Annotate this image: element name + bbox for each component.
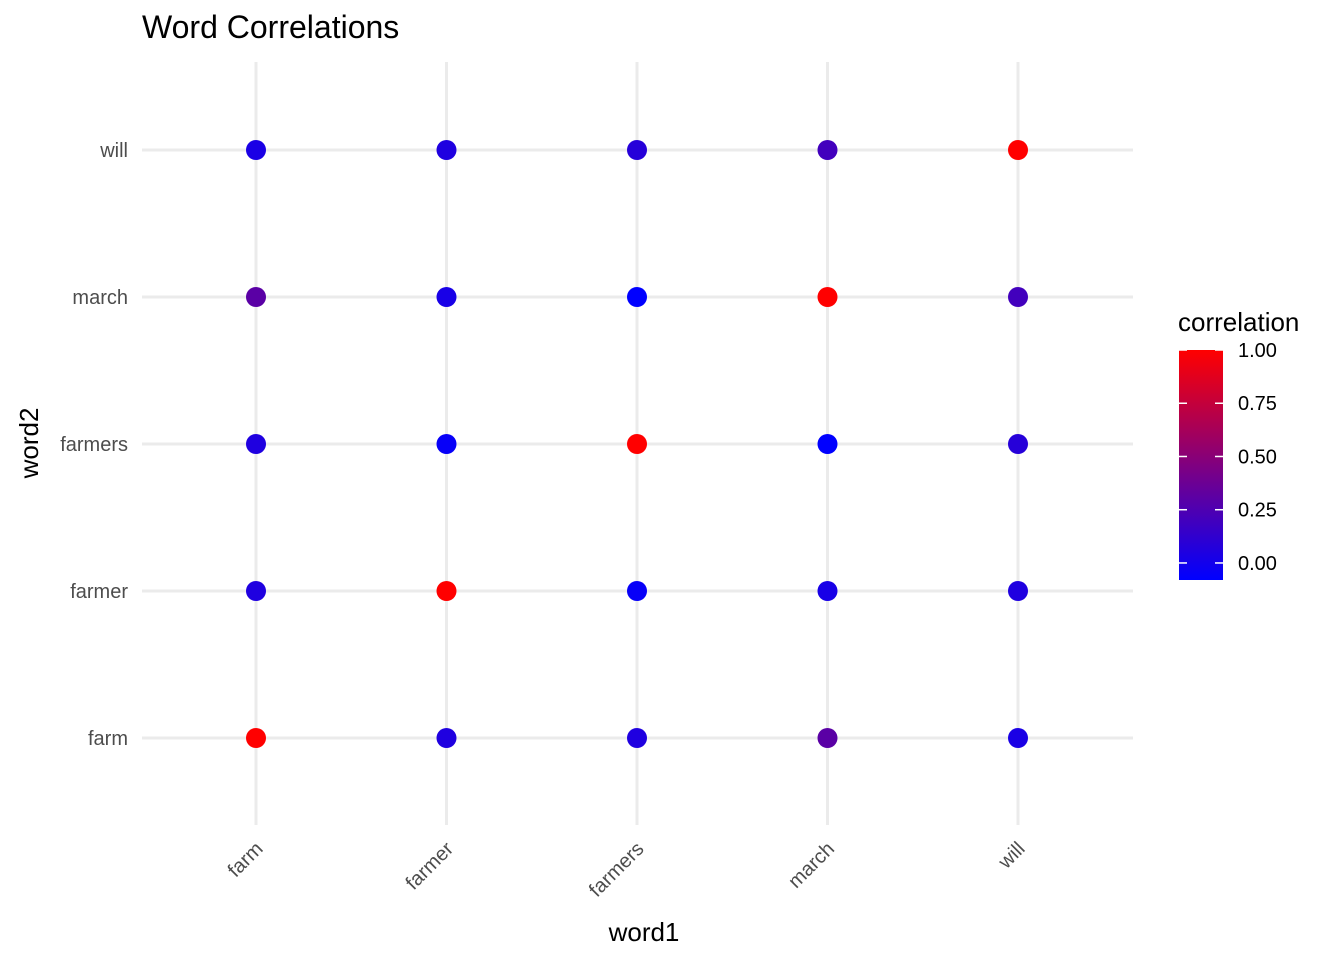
data-point (817, 287, 838, 307)
data-point (817, 728, 838, 748)
chart-title: Word Correlations (142, 9, 399, 45)
data-point (436, 140, 457, 160)
data-point (246, 728, 266, 748)
legend-break-label: 1.00 (1238, 340, 1277, 362)
data-point (436, 728, 457, 748)
data-point (627, 581, 647, 601)
data-point (627, 287, 647, 307)
y-tick-label: farm (88, 728, 128, 750)
y-tick-label: will (99, 140, 128, 162)
legend-breaks: 1.00 0.75 0.50 0.25 0.00 (1179, 340, 1277, 575)
x-axis-ticks: farm farmer farmers march will (224, 838, 1030, 902)
data-point (246, 581, 266, 601)
data-point (627, 434, 647, 454)
data-point (1008, 728, 1028, 748)
data-point (1008, 140, 1028, 160)
data-point (627, 140, 647, 160)
data-point (1008, 581, 1028, 601)
x-tick-label: march (784, 838, 839, 893)
data-point (1008, 434, 1028, 454)
y-axis-title: word2 (14, 408, 44, 480)
legend-break-label: 0.25 (1238, 500, 1277, 522)
y-axis-ticks: farm farmer farmers march will (60, 140, 128, 750)
data-point (817, 581, 838, 601)
y-tick-label: farmer (70, 581, 128, 603)
legend-break-label: 0.00 (1238, 553, 1277, 575)
data-point (1008, 287, 1028, 307)
legend-colorbar (1179, 350, 1223, 580)
y-tick-label: farmers (60, 434, 128, 456)
color-legend: correlation 1.00 0.75 0.50 0.25 0.00 (1178, 307, 1299, 580)
data-point (817, 140, 838, 160)
legend-title: correlation (1178, 307, 1299, 337)
x-tick-label: will (994, 838, 1030, 874)
y-tick-label: march (72, 287, 128, 309)
data-points (246, 140, 1028, 748)
x-axis-title: word1 (608, 917, 680, 947)
data-point (627, 728, 647, 748)
legend-break-label: 0.75 (1238, 393, 1277, 415)
data-point (246, 287, 266, 307)
data-point (246, 434, 266, 454)
legend-break-label: 0.50 (1238, 446, 1277, 468)
x-tick-label: farm (224, 838, 268, 882)
data-point (436, 434, 457, 454)
x-tick-label: farmers (585, 838, 648, 901)
data-point (436, 581, 457, 601)
data-point (246, 140, 266, 160)
data-point (436, 287, 457, 307)
x-tick-label: farmer (402, 838, 459, 895)
data-point (817, 434, 838, 454)
